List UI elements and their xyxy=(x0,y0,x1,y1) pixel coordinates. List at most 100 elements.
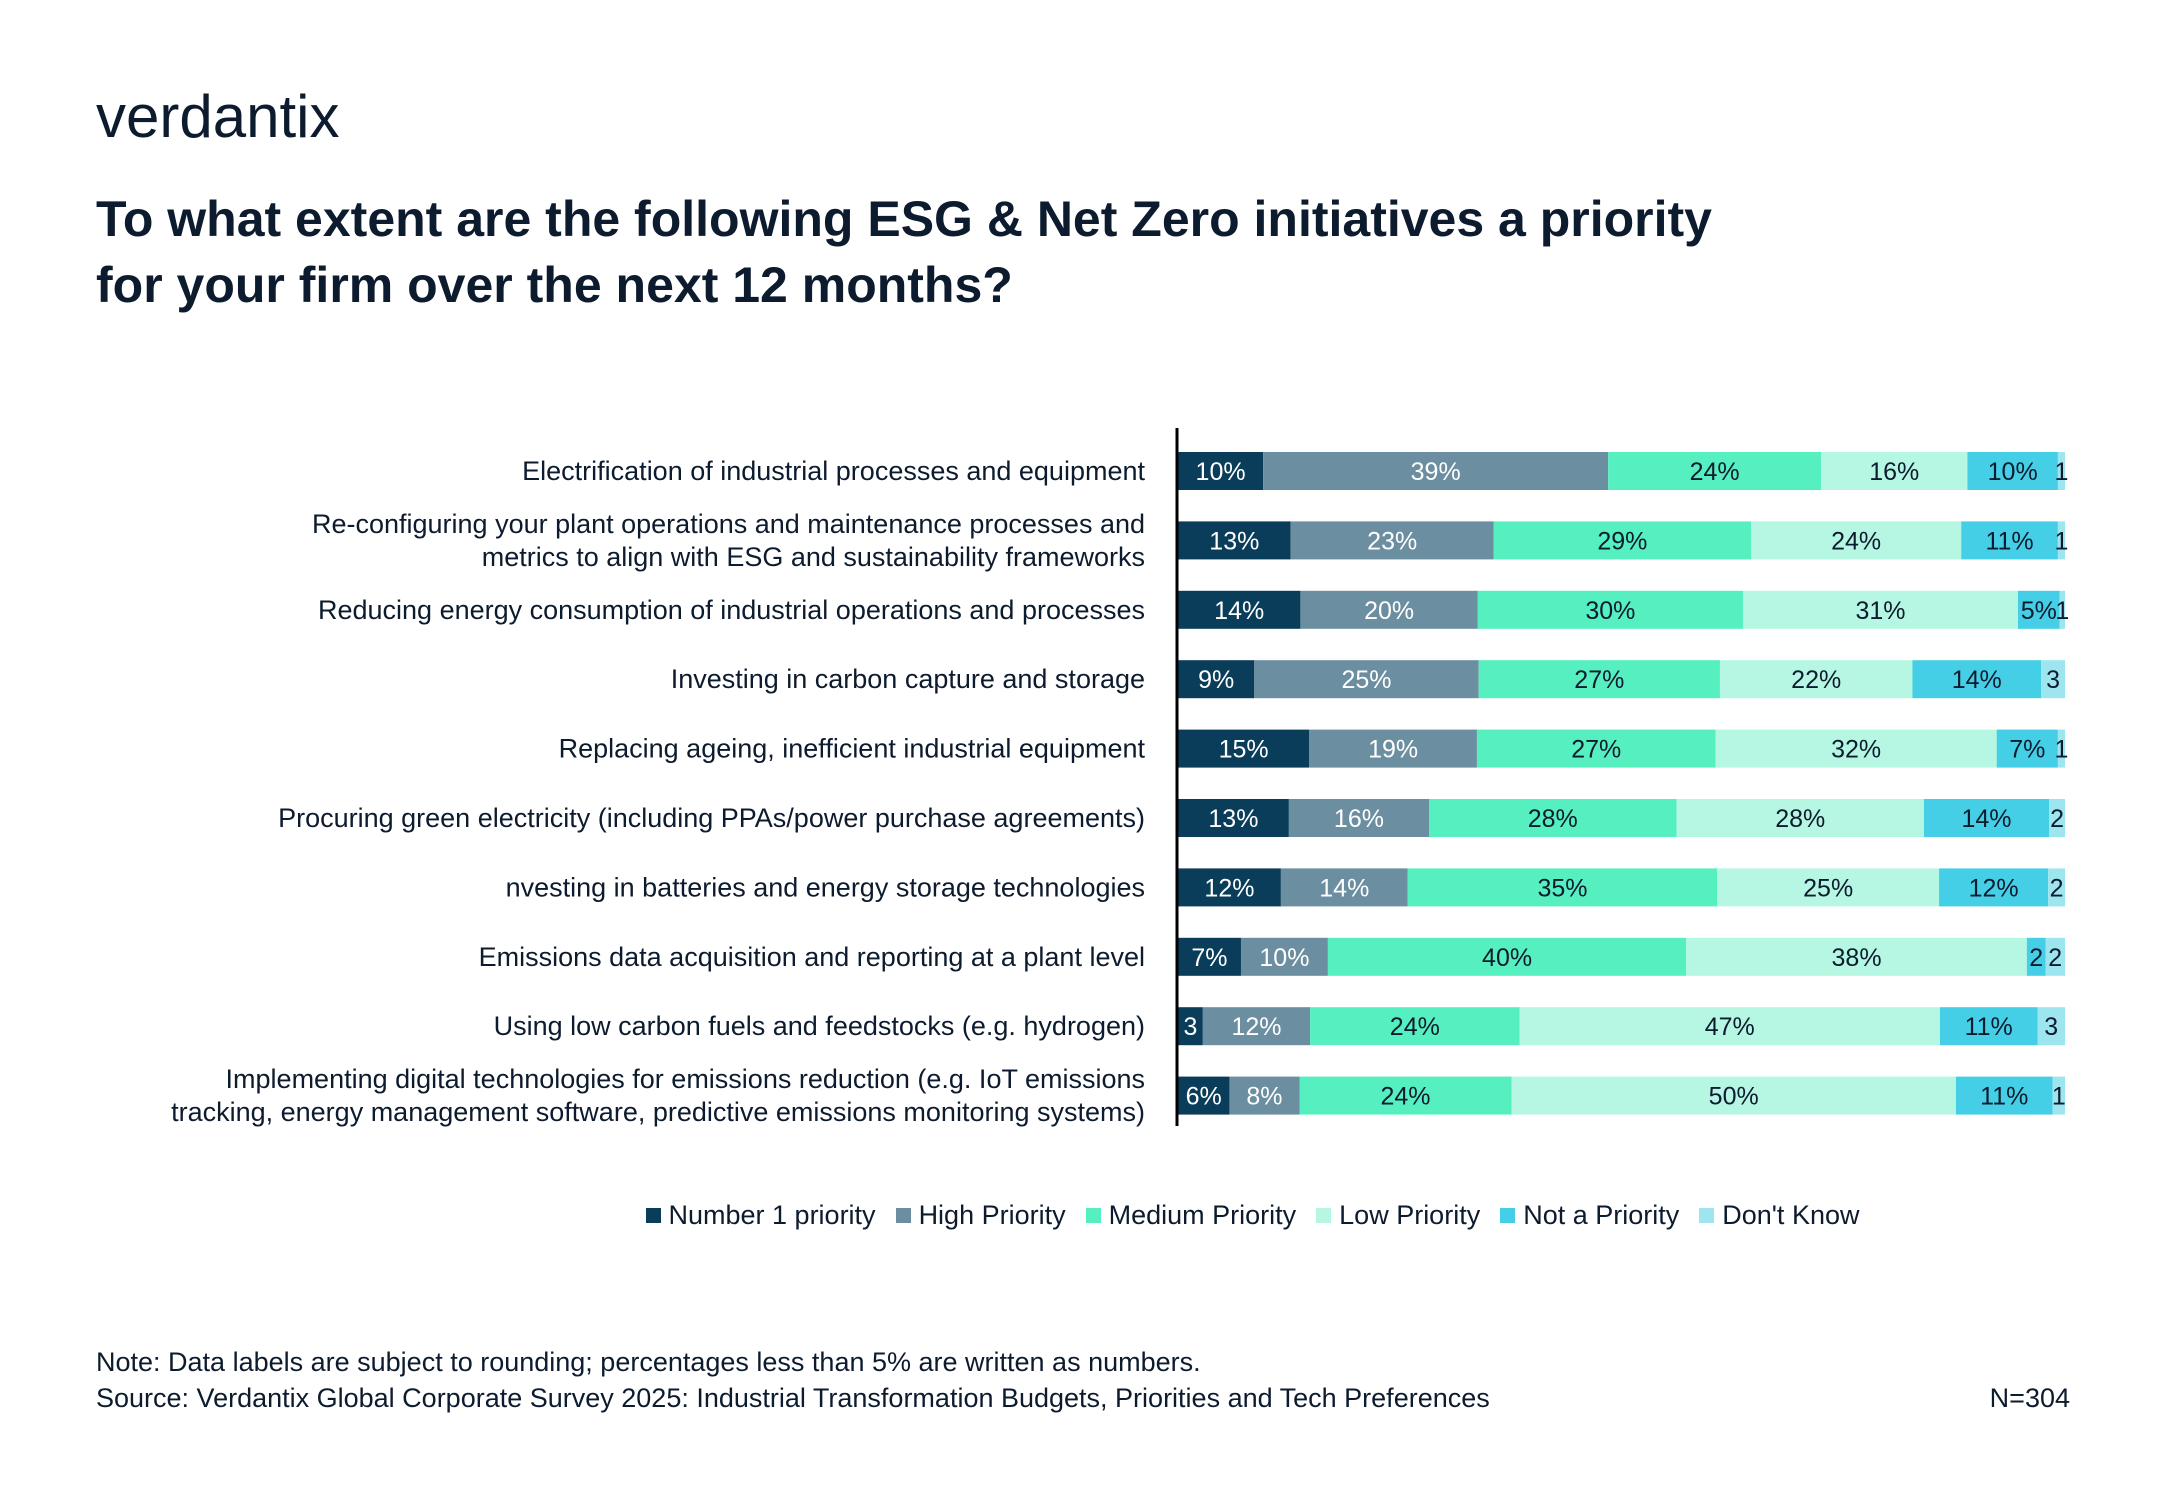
data-label: 24% xyxy=(1380,1083,1430,1111)
data-label: 24% xyxy=(1390,1013,1440,1041)
legend-item: High Priority xyxy=(895,1200,1066,1231)
bar-segment xyxy=(2041,660,2065,699)
bar-segment xyxy=(1240,937,1328,976)
bar-segment xyxy=(2057,729,2065,768)
data-label: 16% xyxy=(1869,458,1919,486)
bar-segment xyxy=(1178,1007,1203,1046)
bar-segment xyxy=(1967,452,2058,490)
data-label: 25% xyxy=(1803,874,1853,902)
chart-title-line-1: To what extent are the following ESG & N… xyxy=(96,191,1712,247)
chart-legend: Number 1 priority High Priority Medium Pri… xyxy=(0,1200,2165,1231)
data-label: 14% xyxy=(1319,874,1369,902)
bar-segment xyxy=(1178,937,1241,976)
data-label: 12% xyxy=(1969,874,2019,902)
bar-segment xyxy=(2045,937,2065,976)
bar-segment xyxy=(2049,799,2065,837)
bar-segment xyxy=(2059,590,2065,629)
bar-segment xyxy=(1939,1007,2038,1046)
legend-swatch xyxy=(895,1208,911,1223)
legend-label: Medium Priority xyxy=(1108,1200,1297,1230)
category-label: Replacing ageing, inefficient industrial… xyxy=(559,734,1146,764)
data-label: 28% xyxy=(1775,805,1825,833)
data-label: 47% xyxy=(1705,1013,1755,1041)
bar-segment xyxy=(1178,590,1301,629)
category-label: Implementing digital technologies for em… xyxy=(226,1064,1145,1094)
legend-item: Not a Priority xyxy=(1500,1200,1679,1231)
data-label: 19% xyxy=(1368,736,1418,764)
bar-segment xyxy=(1202,1007,1311,1046)
data-label: 14% xyxy=(1214,597,1264,625)
chart-title: To what extent are the following ESG & N… xyxy=(96,186,1996,318)
bar-segment xyxy=(1288,799,1430,837)
bar-segment xyxy=(1178,1076,1230,1115)
bar-segment xyxy=(1511,1076,1956,1115)
data-label: 35% xyxy=(1537,874,1587,902)
data-label: 11% xyxy=(1965,1013,2013,1041)
bar-segment xyxy=(1477,590,1744,629)
bar-segment xyxy=(1478,660,1720,699)
legend-swatch xyxy=(1500,1208,1516,1223)
bar-segment xyxy=(2037,1007,2065,1046)
bar-segment xyxy=(1178,729,1310,768)
bar-segment xyxy=(1939,868,2049,907)
legend-swatch xyxy=(1085,1208,1101,1223)
data-label: 9% xyxy=(1198,666,1234,694)
bar-segment xyxy=(1923,799,2050,837)
legend-label: Not a Priority xyxy=(1523,1200,1680,1230)
bar-segment xyxy=(1961,521,2058,560)
legend-swatch xyxy=(1316,1208,1332,1223)
bar-segment xyxy=(1254,660,1479,699)
category-label: Reducing energy consumption of industria… xyxy=(318,595,1145,625)
bar-segment xyxy=(1310,1007,1520,1046)
data-label: 3 xyxy=(1183,1013,1197,1041)
data-label: 11% xyxy=(1980,1083,2028,1111)
bar-segment xyxy=(1717,868,1940,907)
category-label: Emissions data acquisition and reporting… xyxy=(479,942,1145,972)
chart-title-line-2: for your firm over the next 12 months? xyxy=(96,257,1013,313)
footer-source: Source: Verdantix Global Corporate Surve… xyxy=(96,1383,1490,1413)
data-label: 50% xyxy=(1709,1083,1759,1111)
data-label: 27% xyxy=(1574,666,1624,694)
data-label: 40% xyxy=(1482,944,1532,972)
category-label: tracking, energy management software, pr… xyxy=(171,1097,1145,1127)
bar-segment xyxy=(2057,521,2065,560)
bar-segment xyxy=(1493,521,1752,560)
bar-segment xyxy=(1178,660,1255,699)
bar-segment xyxy=(1686,937,2027,976)
bar-segment xyxy=(2026,937,2046,976)
data-label: 28% xyxy=(1528,805,1578,833)
bar-segment xyxy=(1309,729,1477,768)
bar-segment xyxy=(1300,590,1478,629)
data-label: 30% xyxy=(1585,597,1635,625)
bar-segment xyxy=(1955,1076,2053,1115)
data-label: 7% xyxy=(1191,944,1227,972)
data-label: 1 xyxy=(2054,458,2068,486)
data-label: 15% xyxy=(1219,736,1269,764)
category-label: Electrification of industrial processes … xyxy=(522,456,1145,486)
legend-item: Low Priority xyxy=(1316,1200,1480,1231)
data-label: 23% xyxy=(1367,527,1417,555)
legend-item: Don't Know xyxy=(1699,1200,1859,1231)
bar-segment xyxy=(1751,521,1962,560)
data-label: 1 xyxy=(2054,527,2068,555)
data-label: 12% xyxy=(1231,1013,1281,1041)
data-label: 5% xyxy=(2021,597,2057,625)
legend-item: Number 1 priority xyxy=(645,1200,876,1231)
bar-segment xyxy=(1178,868,1281,907)
data-label: 2 xyxy=(2029,944,2043,972)
data-label: 2 xyxy=(2050,874,2064,902)
bar-segment xyxy=(1178,521,1291,560)
data-label: 27% xyxy=(1571,736,1621,764)
bar-segment xyxy=(1476,729,1716,768)
bar-segment xyxy=(1407,868,1718,907)
data-label: 24% xyxy=(1831,527,1881,555)
sample-size: N=304 xyxy=(1989,1383,2070,1413)
data-label: 24% xyxy=(1690,458,1740,486)
bar-segment xyxy=(1743,590,2018,629)
data-label: 13% xyxy=(1209,527,1259,555)
data-label: 2 xyxy=(2048,944,2062,972)
data-label: 32% xyxy=(1831,736,1881,764)
data-label: 10% xyxy=(1259,944,1309,972)
legend-label: High Priority xyxy=(918,1200,1066,1230)
